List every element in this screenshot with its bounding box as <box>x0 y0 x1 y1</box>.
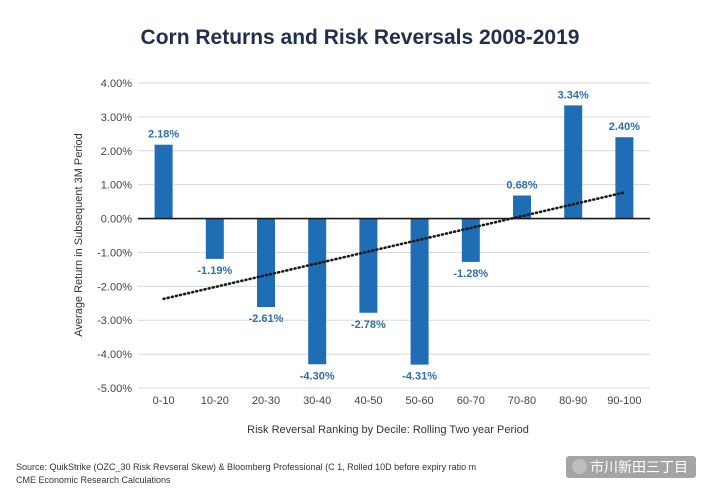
watermark-logo-icon <box>572 459 587 474</box>
x-tick-label: 0-10 <box>153 395 175 407</box>
bar-40-50 <box>359 218 378 313</box>
bar-90-100 <box>615 137 634 219</box>
x-tick-label: 40-50 <box>354 395 382 407</box>
watermark: 市川新田三丁目 <box>566 456 696 478</box>
bars <box>154 105 634 365</box>
footnote-credit: CME Economic Research Calculations <box>16 475 171 485</box>
y-tick-label: -2.00% <box>97 281 132 293</box>
data-label: -2.61% <box>249 313 284 325</box>
bar-10-20 <box>205 218 224 259</box>
x-tick-label: 20-30 <box>252 395 280 407</box>
data-label: 3.34% <box>558 89 589 101</box>
bar-80-90 <box>564 105 583 219</box>
y-tick-label: 0.00% <box>101 214 132 226</box>
data-labels: 2.18% -1.19% -2.61% -4.30% -2.78% -4.31% -1.28… <box>148 89 640 382</box>
x-tick-label: 50-60 <box>406 395 434 407</box>
y-axis-label: Average Return in Subsequent 3M Period <box>73 133 85 336</box>
x-tick-label: 70-80 <box>508 395 536 407</box>
data-label: 2.40% <box>609 121 640 133</box>
x-tick-label: 10-20 <box>201 395 229 407</box>
watermark-text: 市川新田三丁目 <box>590 459 688 475</box>
x-tick-label: 80-90 <box>559 395 587 407</box>
trendline-path <box>162 191 626 301</box>
y-axis-ticks: 4.00% 3.00% 2.00% 1.00% 0.00% -1.00% -2.00% -3.… <box>97 78 132 395</box>
data-label: -1.28% <box>453 268 488 280</box>
bar-70-80 <box>513 195 531 219</box>
trendline <box>162 191 626 301</box>
bar-30-40 <box>308 218 327 365</box>
y-tick-label: 2.00% <box>101 146 132 158</box>
y-tick-label: 1.00% <box>101 180 132 192</box>
footnote: Source: QuikStrike (OZC_30 Risk Revseral… <box>16 461 476 487</box>
bar-60-70 <box>461 218 480 262</box>
x-axis-label: Risk Reversal Ranking by Decile: Rolling… <box>247 424 529 436</box>
x-axis-ticks: 0-10 10-20 20-30 30-40 40-50 50-60 60-70 70-80 8… <box>153 395 642 407</box>
data-label: -4.31% <box>402 371 437 383</box>
data-label: 0.68% <box>506 180 537 192</box>
x-tick-label: 60-70 <box>457 395 485 407</box>
x-tick-label: 30-40 <box>303 395 331 407</box>
data-label: -4.30% <box>300 370 335 382</box>
chart-title: Corn Returns and Risk Reversals 2008-201… <box>140 26 580 49</box>
footnote-source: Source: QuikStrike (OZC_30 Risk Revseral… <box>16 462 477 472</box>
data-label: 2.18% <box>148 129 179 141</box>
data-label: -1.19% <box>197 265 232 277</box>
y-tick-label: -5.00% <box>97 383 132 395</box>
bar-20-30 <box>257 218 275 308</box>
x-tick-label: 90-100 <box>607 395 641 407</box>
data-label: -2.78% <box>351 319 386 331</box>
y-tick-label: -4.00% <box>97 349 132 361</box>
y-tick-label: -3.00% <box>97 315 132 327</box>
y-tick-label: 4.00% <box>101 78 132 90</box>
bar-50-60 <box>410 218 429 365</box>
y-tick-label: 3.00% <box>101 112 132 124</box>
y-tick-label: -1.00% <box>97 247 132 259</box>
bar-0-10 <box>154 144 173 219</box>
